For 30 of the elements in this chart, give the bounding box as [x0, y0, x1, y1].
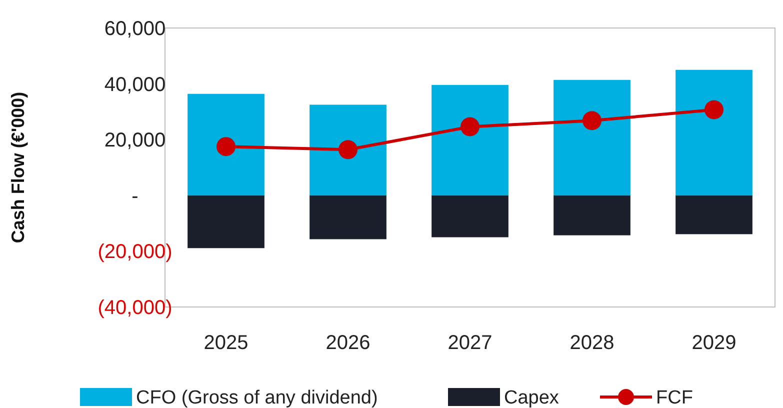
x-tick-label: 2026 [326, 332, 370, 354]
y-axis-title: Cash Flow (€'000) [8, 92, 28, 244]
bar [554, 80, 630, 196]
y-tick-label: (20,000) [98, 241, 172, 264]
y-tick-label: (40,000) [98, 297, 172, 319]
legend-label: FCF [656, 388, 693, 408]
bar [432, 84, 508, 196]
bar [188, 195, 264, 248]
y-tick-label: 20,000 [104, 130, 166, 152]
bar [676, 195, 752, 234]
bar [554, 195, 630, 236]
legend-label: CFO (Gross of any dividend) [136, 388, 378, 408]
point [460, 117, 480, 136]
point [338, 140, 358, 160]
point [582, 111, 602, 130]
point [216, 137, 236, 156]
bar [310, 104, 386, 196]
x-tick-label: 2025 [204, 332, 248, 354]
point [704, 100, 724, 120]
x-tick-label: 2027 [448, 332, 492, 354]
y-tick-label: 60,000 [104, 18, 166, 40]
bar [188, 94, 264, 196]
bar [310, 195, 386, 240]
legend-label: Capex [504, 388, 560, 408]
y-tick-label: - [132, 185, 138, 208]
bar [432, 195, 508, 238]
x-tick-label: 2028 [570, 332, 614, 354]
bar [676, 70, 752, 196]
y-tick-label: 40,000 [104, 74, 166, 96]
x-tick-label: 2029 [692, 332, 736, 354]
